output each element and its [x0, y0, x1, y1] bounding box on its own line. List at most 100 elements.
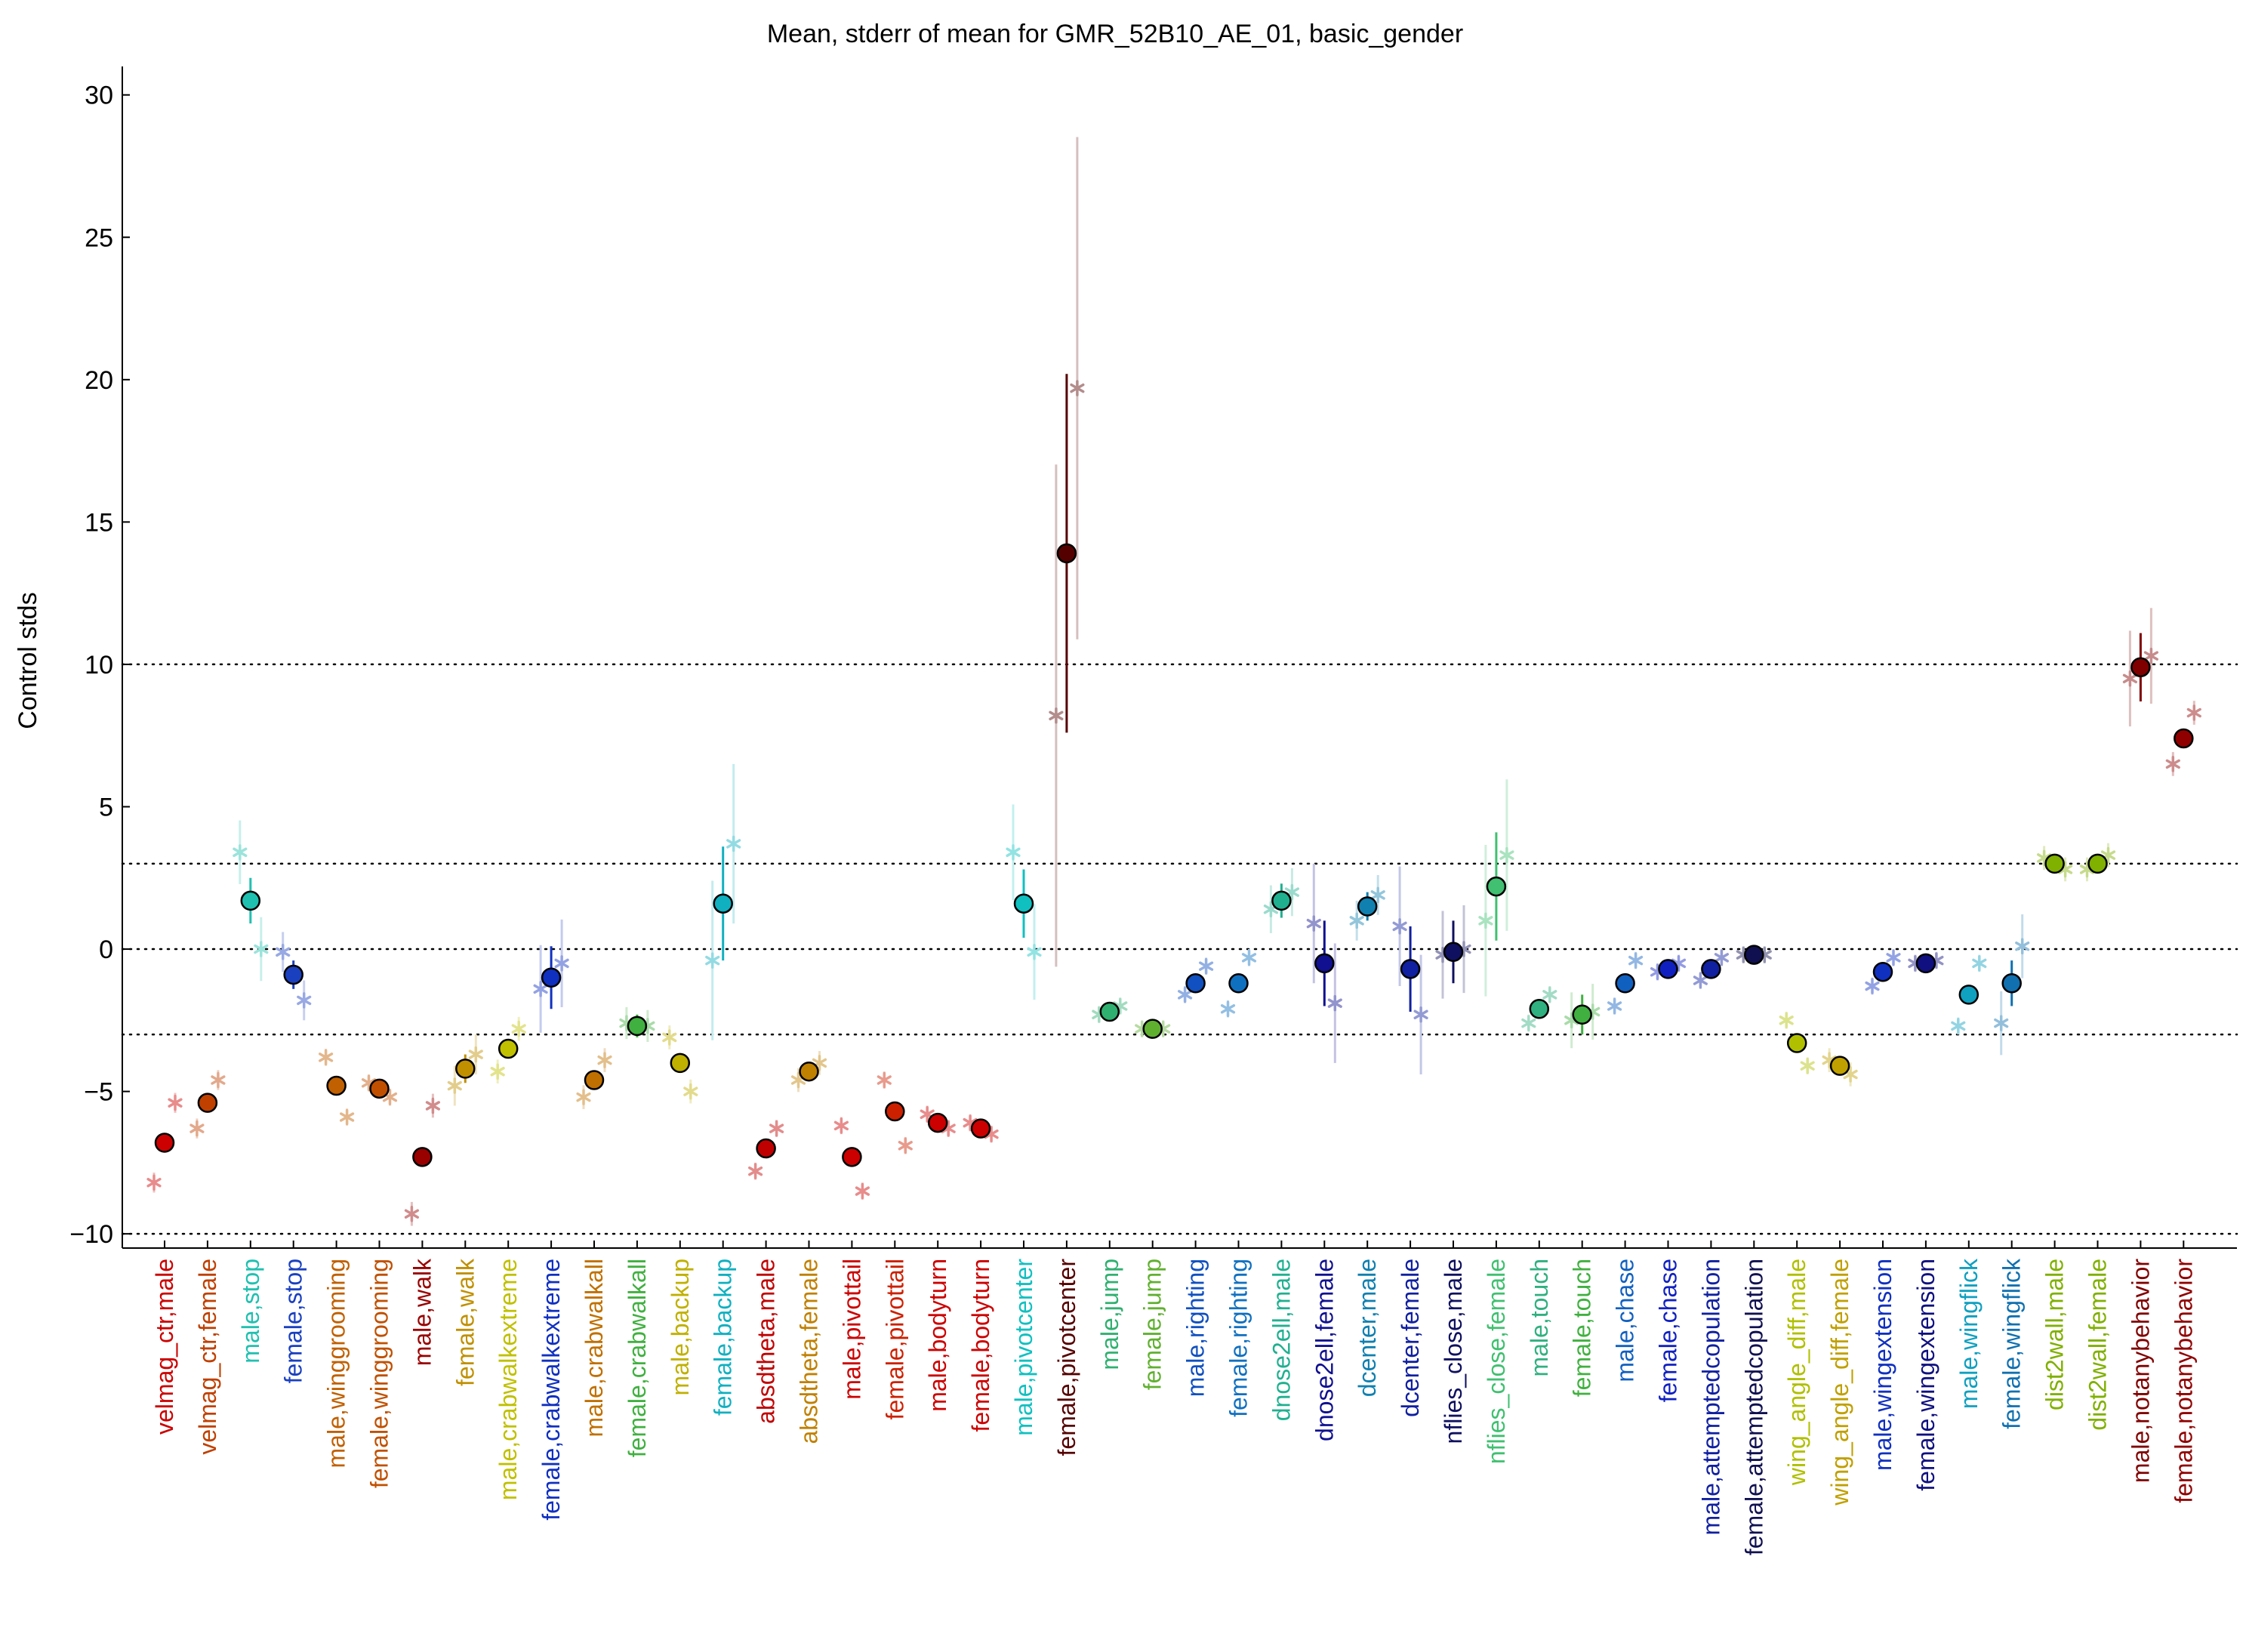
- data-point-asterisk: [146, 1174, 162, 1191]
- data-point-asterisk: [1607, 997, 1622, 1015]
- asterisk-stroke: [2186, 707, 2201, 718]
- category-group: [1178, 957, 1214, 1003]
- asterisk-stroke: [2165, 759, 2180, 769]
- asterisk-stroke: [511, 1024, 526, 1034]
- mean-point: [1314, 953, 1335, 974]
- y-axis-label: Control stds: [14, 592, 42, 729]
- mean-point: [1228, 973, 1249, 994]
- category-group: [1049, 137, 1085, 967]
- category-group: [1607, 951, 1644, 1015]
- asterisk-stroke: [2122, 673, 2137, 684]
- mean-point: [1400, 959, 1421, 979]
- mean-point: [1013, 893, 1034, 914]
- data-point-asterisk: [662, 1029, 677, 1046]
- chart-title: Mean, stderr of mean for GMR_52B10_AE_01…: [767, 20, 1463, 48]
- data-point-asterisk: [1006, 844, 1021, 861]
- x-tick-label: male,touch: [1526, 1259, 1553, 1377]
- x-tick-label: dcenter,female: [1397, 1259, 1424, 1417]
- asterisk-stroke: [1886, 953, 1901, 963]
- asterisk-stroke: [168, 1098, 183, 1108]
- data-point-asterisk: [1413, 1006, 1428, 1023]
- asterisk-stroke: [1779, 1016, 1794, 1025]
- y-tick-label: 30: [85, 82, 113, 110]
- x-tick-label: dist2wall,female: [2084, 1259, 2112, 1431]
- category-group: [533, 919, 569, 1033]
- data-point-asterisk: [1521, 1015, 1536, 1031]
- category-group: [790, 1051, 827, 1093]
- category-group: [189, 1070, 226, 1139]
- asterisk-stroke: [920, 1109, 935, 1120]
- data-point-asterisk: [1994, 1015, 2009, 1031]
- data-point-asterisk: [1542, 986, 1557, 1003]
- data-point-asterisk: [1306, 915, 1321, 932]
- x-tick-label: female,pivottail: [881, 1259, 908, 1419]
- data-point-asterisk: [1972, 955, 1987, 972]
- asterisk-stroke: [898, 1140, 913, 1151]
- data-point-asterisk: [1220, 1000, 1236, 1017]
- asterisk-stroke: [1241, 953, 1257, 963]
- data-point-asterisk: [447, 1077, 462, 1094]
- asterisk-stroke: [276, 947, 291, 957]
- x-tick-label: male,chase: [1612, 1259, 1639, 1382]
- y-tick-label: 25: [85, 223, 113, 252]
- mean-point: [197, 1093, 218, 1113]
- x-tick-label: wing_angle_diff,female: [1826, 1259, 1853, 1506]
- category-group: [833, 1117, 870, 1200]
- data-point-asterisk: [597, 1052, 612, 1068]
- category-group: [404, 1093, 440, 1226]
- mean-point: [2044, 853, 2065, 874]
- mean-point: [283, 964, 303, 985]
- data-point-asterisk: [898, 1137, 913, 1154]
- asterisk-stroke: [404, 1209, 419, 1219]
- data-point-asterisk: [705, 952, 720, 969]
- category-group: [1822, 1048, 1858, 1086]
- mean-point: [627, 1016, 648, 1037]
- data-point-asterisk: [2122, 670, 2137, 687]
- mean-point: [154, 1133, 175, 1153]
- category-group: [1220, 949, 1257, 1018]
- data-point-asterisk: [340, 1108, 355, 1126]
- data-point-asterisk: [576, 1089, 591, 1105]
- category-group: [2079, 843, 2116, 882]
- data-point-asterisk: [1779, 1012, 1794, 1029]
- x-tick-label: male,jump: [1096, 1259, 1123, 1370]
- reference-lines: [121, 663, 2238, 1235]
- mean-point: [713, 893, 733, 914]
- asterisk-stroke: [1049, 710, 1064, 721]
- data-point-asterisk: [855, 1182, 870, 1200]
- category-group: [233, 820, 269, 982]
- x-tick-label: wing_angle_diff,male: [1783, 1259, 1810, 1486]
- category-group: [1564, 984, 1601, 1049]
- asterisk-stroke: [297, 995, 312, 1006]
- data-point-asterisk: [1392, 918, 1407, 935]
- x-tick-label: dnose2ell,female: [1311, 1259, 1338, 1441]
- category-group: [1478, 779, 1514, 997]
- y-tick-label: −10: [69, 1220, 113, 1249]
- category-group: [447, 1034, 483, 1106]
- mean-point: [1443, 942, 1464, 963]
- mean-point: [1872, 961, 1893, 982]
- category-group: [576, 1048, 612, 1109]
- asterisk-stroke: [877, 1075, 892, 1085]
- asterisk-stroke: [554, 958, 569, 969]
- asterisk-stroke: [833, 1120, 849, 1131]
- asterisk-stroke: [490, 1066, 505, 1077]
- x-tick-label: female,chase: [1655, 1259, 1682, 1402]
- data-point-asterisk: [554, 955, 569, 972]
- mean-point: [1915, 953, 1936, 974]
- data-point-asterisk: [1370, 886, 1385, 904]
- mean-point: [2087, 853, 2108, 874]
- asterisk-stroke: [340, 1112, 355, 1122]
- asterisk-stroke: [1800, 1061, 1815, 1071]
- mean-point: [584, 1070, 605, 1090]
- category-group: [963, 1114, 999, 1143]
- asterisk-stroke: [1607, 1001, 1622, 1011]
- mean-point: [541, 967, 562, 988]
- mean-point: [1529, 998, 1550, 1019]
- asterisk-stroke: [855, 1186, 870, 1196]
- category-group: [1521, 986, 1557, 1032]
- category-group: [2165, 701, 2201, 776]
- data-point-asterisk: [168, 1094, 183, 1111]
- data-point-asterisk: [233, 844, 248, 861]
- category-group: [1135, 1019, 1171, 1039]
